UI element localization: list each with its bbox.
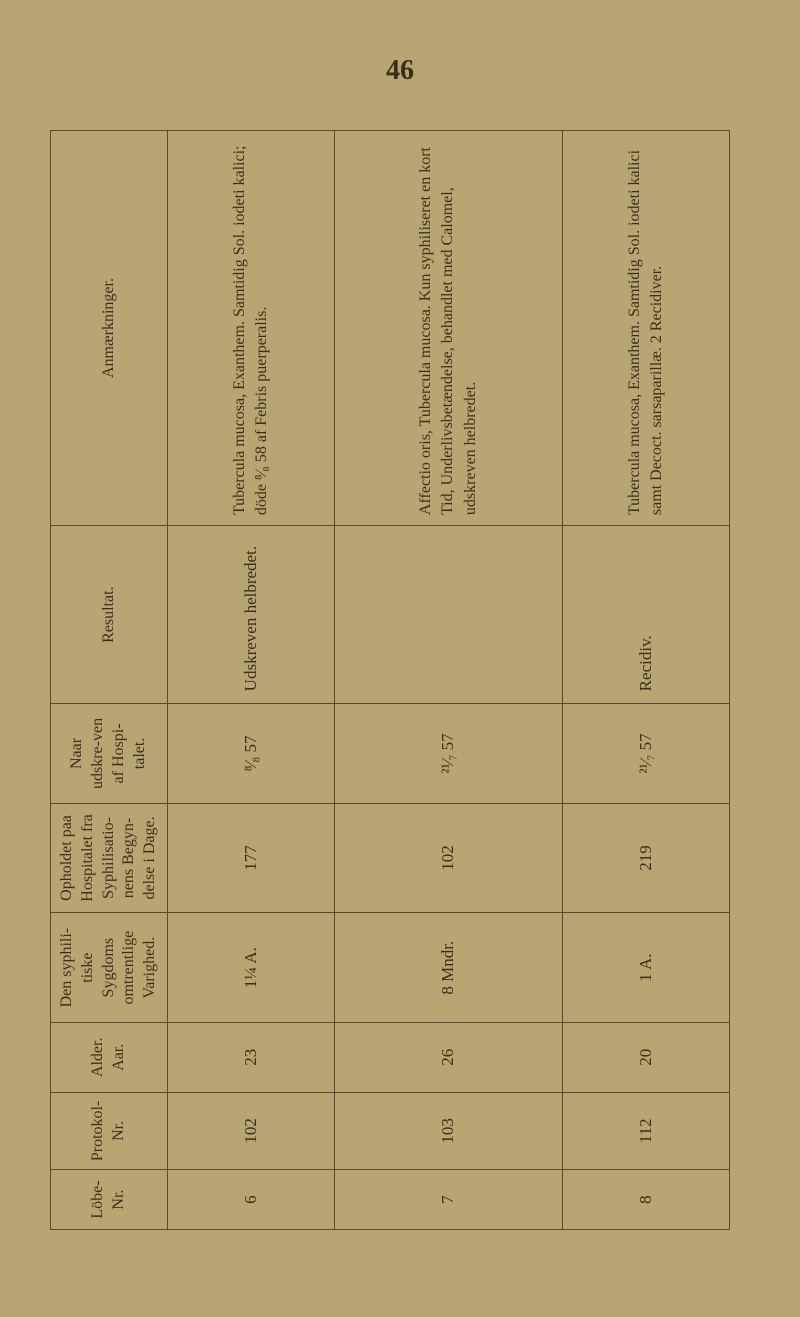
table-row: 6 102 23 1¼ A. 177 ⁸⁄₈ 57 Udskreven helb… — [167, 131, 334, 1230]
cell-ophold: 102 — [335, 803, 563, 913]
header-opholdet: Opholdet paa Hospitalet fra Syphilisatio… — [51, 803, 168, 913]
cell-resultat — [335, 526, 563, 704]
header-resultat: Resultat. — [51, 526, 168, 704]
table-wrapper: Löbe-Nr. Protokol-Nr. Alder. Aar. Den sy… — [0, 340, 800, 1020]
cell-naar: ²¹⁄₇ 57 — [335, 704, 563, 803]
cell-syph: 8 Mndr. — [335, 913, 563, 1023]
header-alder: Alder. Aar. — [51, 1022, 168, 1092]
cell-ophold: 219 — [562, 803, 729, 913]
cell-naar: ²¹⁄₇ 57 — [562, 704, 729, 803]
cell-syph: 1 A. — [562, 913, 729, 1023]
cell-protokol: 102 — [167, 1092, 334, 1169]
table-row: 7 103 26 8 Mndr. 102 ²¹⁄₇ 57 Affectio or… — [335, 131, 563, 1230]
cell-protokol: 112 — [562, 1092, 729, 1169]
page-number: 46 — [386, 55, 414, 87]
header-anmaerk: Anmærkninger. — [51, 131, 168, 526]
cell-lobe: 6 — [167, 1170, 334, 1230]
header-alder-sub: Aar. — [110, 1044, 127, 1071]
cell-alder: 23 — [167, 1022, 334, 1092]
header-naar: Naar udskre-ven af Hospi-talet. — [51, 704, 168, 803]
cell-resultat: Recidiv. — [562, 526, 729, 704]
header-row: Löbe-Nr. Protokol-Nr. Alder. Aar. Den sy… — [51, 131, 168, 1230]
cell-naar: ⁸⁄₈ 57 — [167, 704, 334, 803]
header-alder-main: Alder. — [89, 1038, 106, 1078]
cell-anm: Tubercula mucosa, Exanthem. Samtidig Sol… — [562, 131, 729, 526]
header-lobe: Löbe-Nr. — [51, 1170, 168, 1230]
cell-alder: 20 — [562, 1022, 729, 1092]
cell-anm: Tubercula mucosa, Exanthem. Samtidig Sol… — [167, 131, 334, 526]
header-protokol: Protokol-Nr. — [51, 1092, 168, 1169]
cell-ophold: 177 — [167, 803, 334, 913]
cell-alder: 26 — [335, 1022, 563, 1092]
cell-protokol: 103 — [335, 1092, 563, 1169]
header-syphili: Den syphili-tiske Sygdoms omtrentlige Va… — [51, 913, 168, 1023]
table-row: 8 112 20 1 A. 219 ²¹⁄₇ 57 Recidiv. Tuber… — [562, 131, 729, 1230]
cell-syph: 1¼ A. — [167, 913, 334, 1023]
cell-lobe: 7 — [335, 1170, 563, 1230]
cell-resultat: Udskreven helbredet. — [167, 526, 334, 704]
data-table: Löbe-Nr. Protokol-Nr. Alder. Aar. Den sy… — [50, 130, 730, 1230]
cell-anm: Affectio oris, Tubercula mucosa. Kun syp… — [335, 131, 563, 526]
cell-lobe: 8 — [562, 1170, 729, 1230]
